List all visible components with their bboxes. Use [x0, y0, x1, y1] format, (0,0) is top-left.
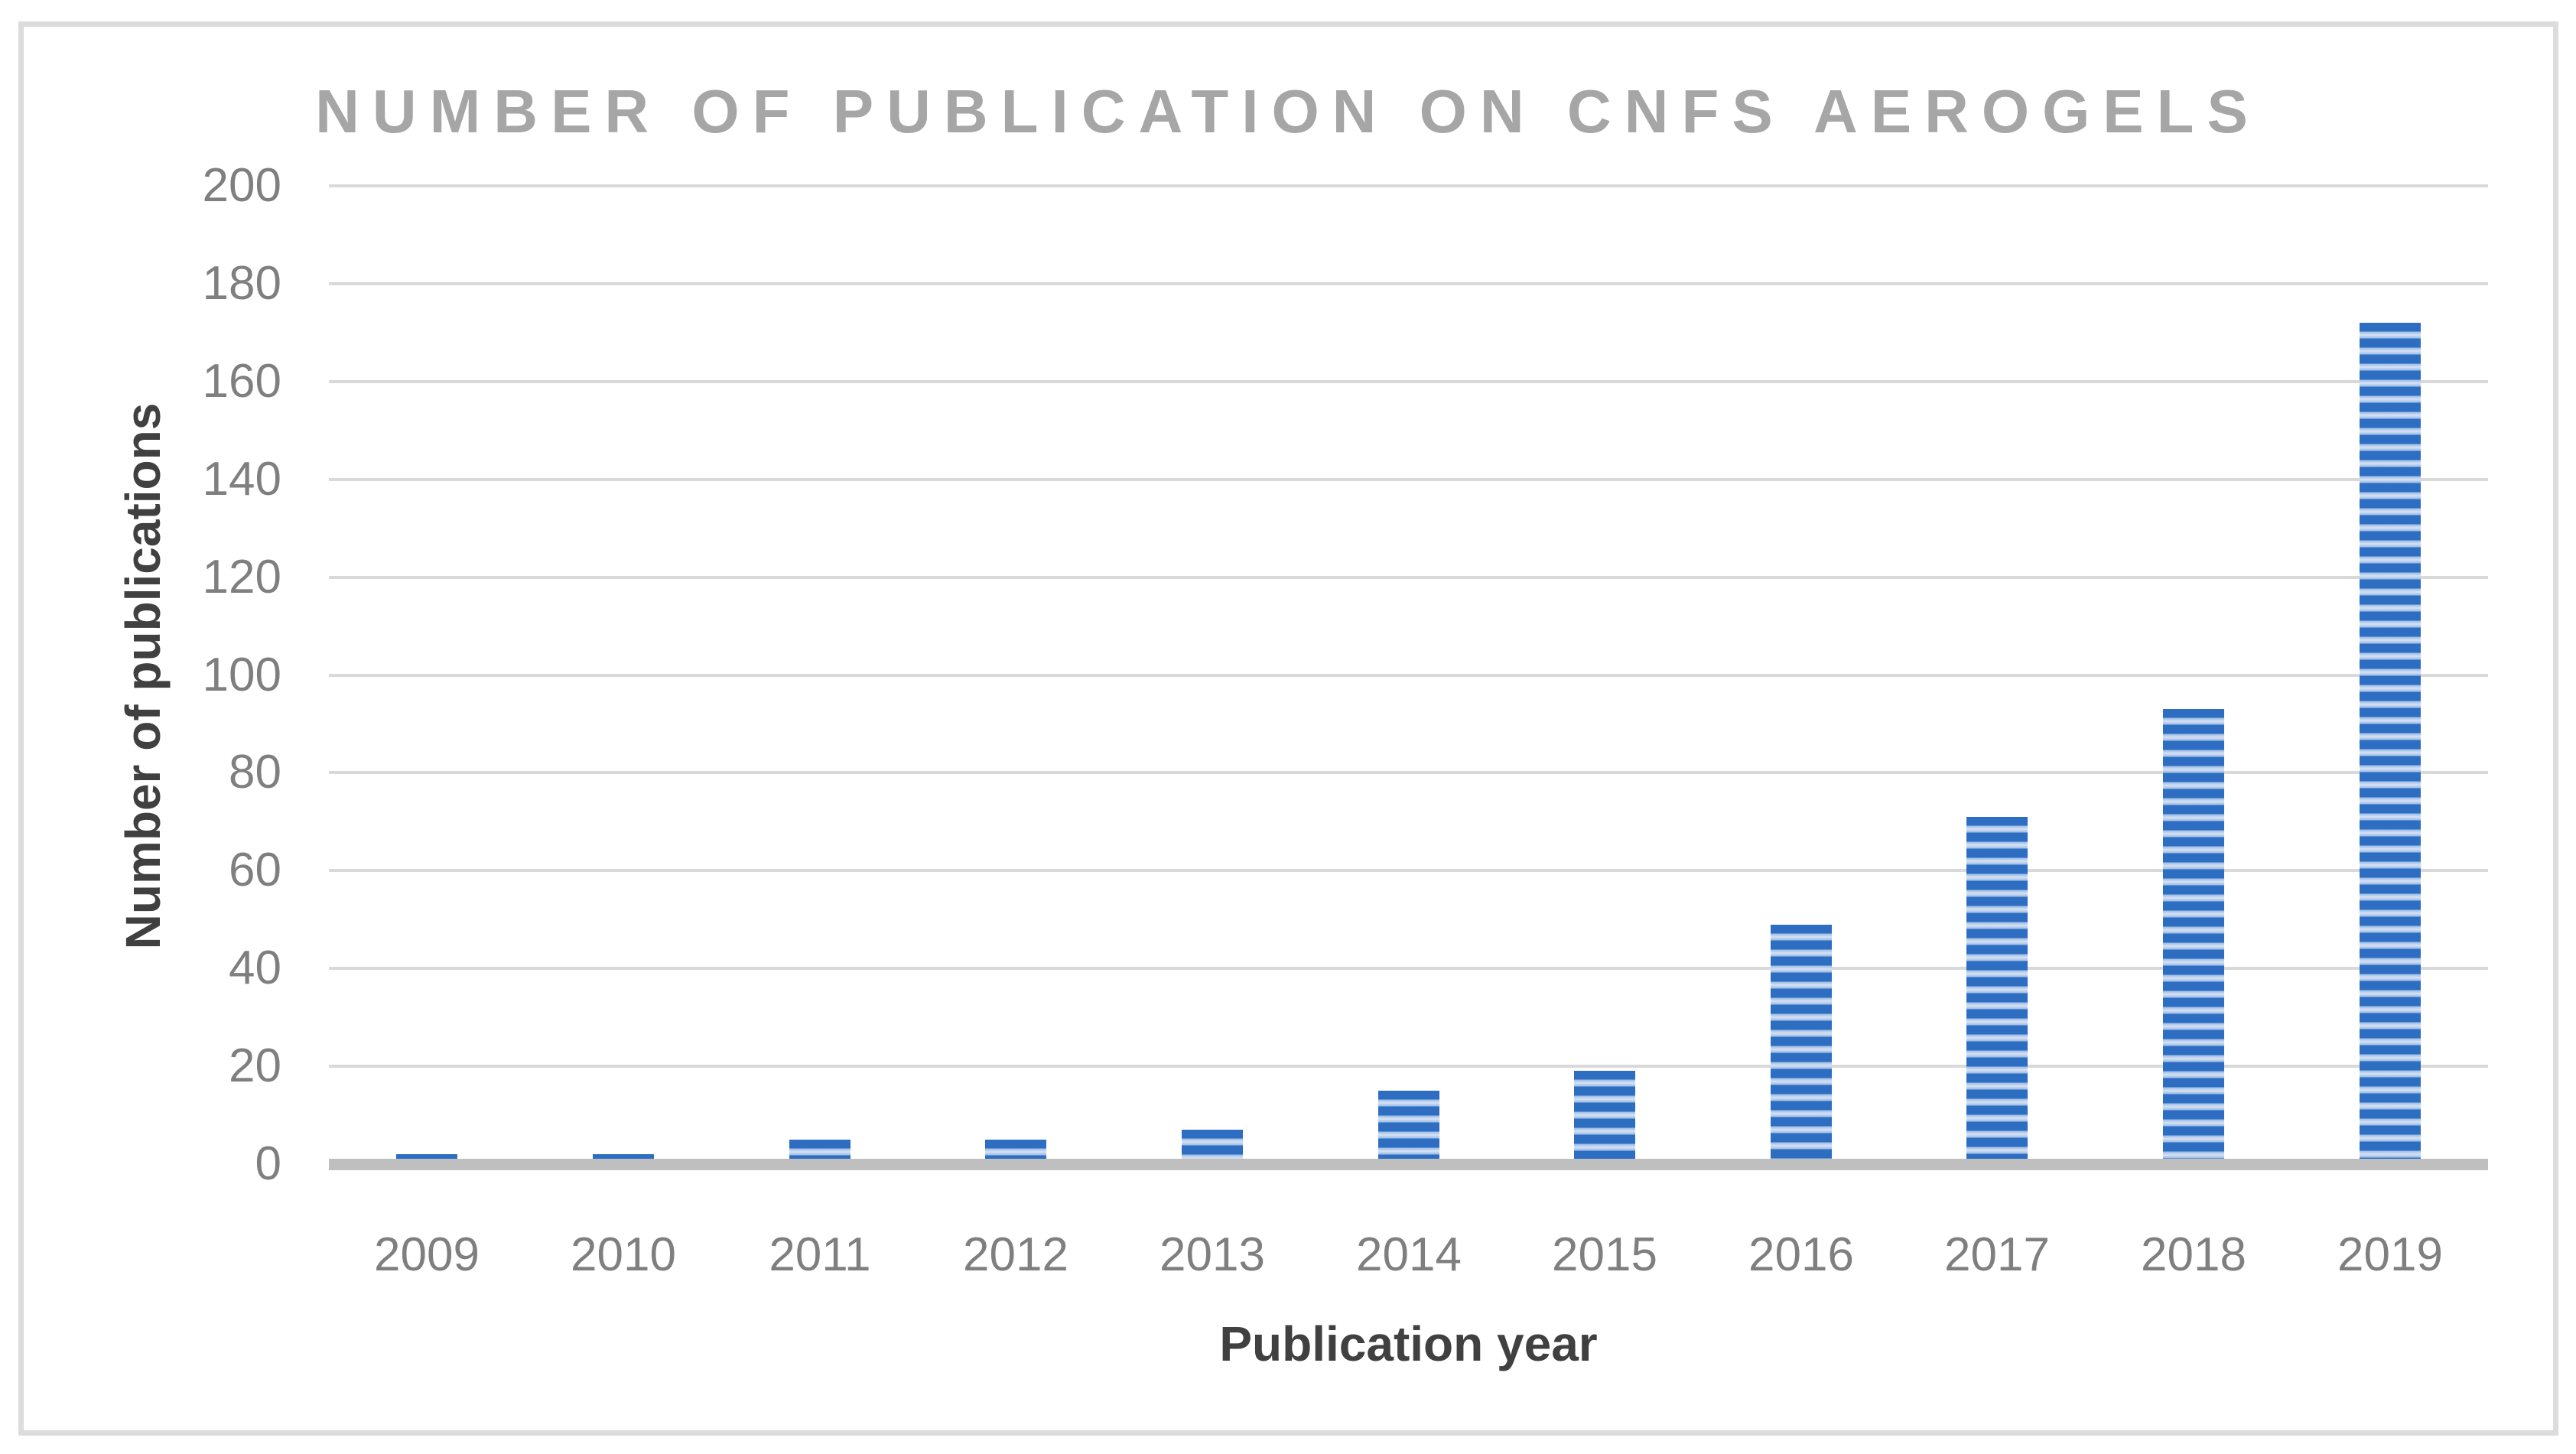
gridline: [329, 967, 2488, 971]
x-tick-label: 2015: [1552, 1228, 1657, 1281]
x-tick-label: 2009: [374, 1228, 480, 1281]
bar-2019: [2360, 323, 2421, 1164]
gridline: [329, 575, 2488, 579]
bar-2018: [2163, 709, 2224, 1164]
y-tick-label: 20: [229, 1039, 281, 1093]
x-tick-label: 2014: [1356, 1228, 1462, 1281]
gridline: [329, 673, 2488, 677]
bar-2013: [1182, 1130, 1243, 1164]
y-tick-label: 180: [202, 256, 281, 310]
x-tick-label: 2018: [2141, 1228, 2246, 1281]
bar-2017: [1966, 817, 2028, 1164]
y-tick-label: 40: [229, 942, 281, 995]
plot-area: [329, 0, 2488, 1454]
x-axis-title: Publication year: [1219, 1316, 1598, 1371]
x-tick-label: 2011: [769, 1228, 871, 1281]
x-tick-label: 2019: [2337, 1228, 2443, 1281]
y-tick-label: 120: [202, 550, 281, 603]
gridline: [329, 379, 2488, 383]
y-tick-label: 160: [202, 354, 281, 408]
y-tick-label: 100: [202, 648, 281, 701]
y-tick-label: 200: [202, 159, 281, 212]
x-tick-label: 2010: [571, 1228, 676, 1281]
gridline: [329, 477, 2488, 481]
x-tick-label: 2016: [1748, 1228, 1854, 1281]
gridline: [329, 771, 2488, 775]
y-tick-label: 60: [229, 844, 281, 897]
x-tick-label: 2017: [1944, 1228, 2050, 1281]
y-tick-label: 80: [229, 746, 281, 799]
chart-title: NUMBER OF PUBLICATION ON CNFS AEROGELS: [315, 77, 2261, 145]
bar-2015: [1574, 1071, 1635, 1164]
y-tick-label: 0: [255, 1137, 281, 1190]
y-tick-label: 140: [202, 452, 281, 506]
x-axis-baseline: [329, 1159, 2488, 1170]
x-tick-label: 2013: [1160, 1228, 1265, 1281]
bar-2016: [1771, 925, 1832, 1164]
gridline: [329, 1065, 2488, 1069]
bar-2014: [1378, 1091, 1439, 1164]
x-tick-label: 2012: [963, 1228, 1068, 1281]
gridline: [329, 281, 2488, 285]
gridline: [329, 184, 2488, 187]
gridline: [329, 869, 2488, 873]
